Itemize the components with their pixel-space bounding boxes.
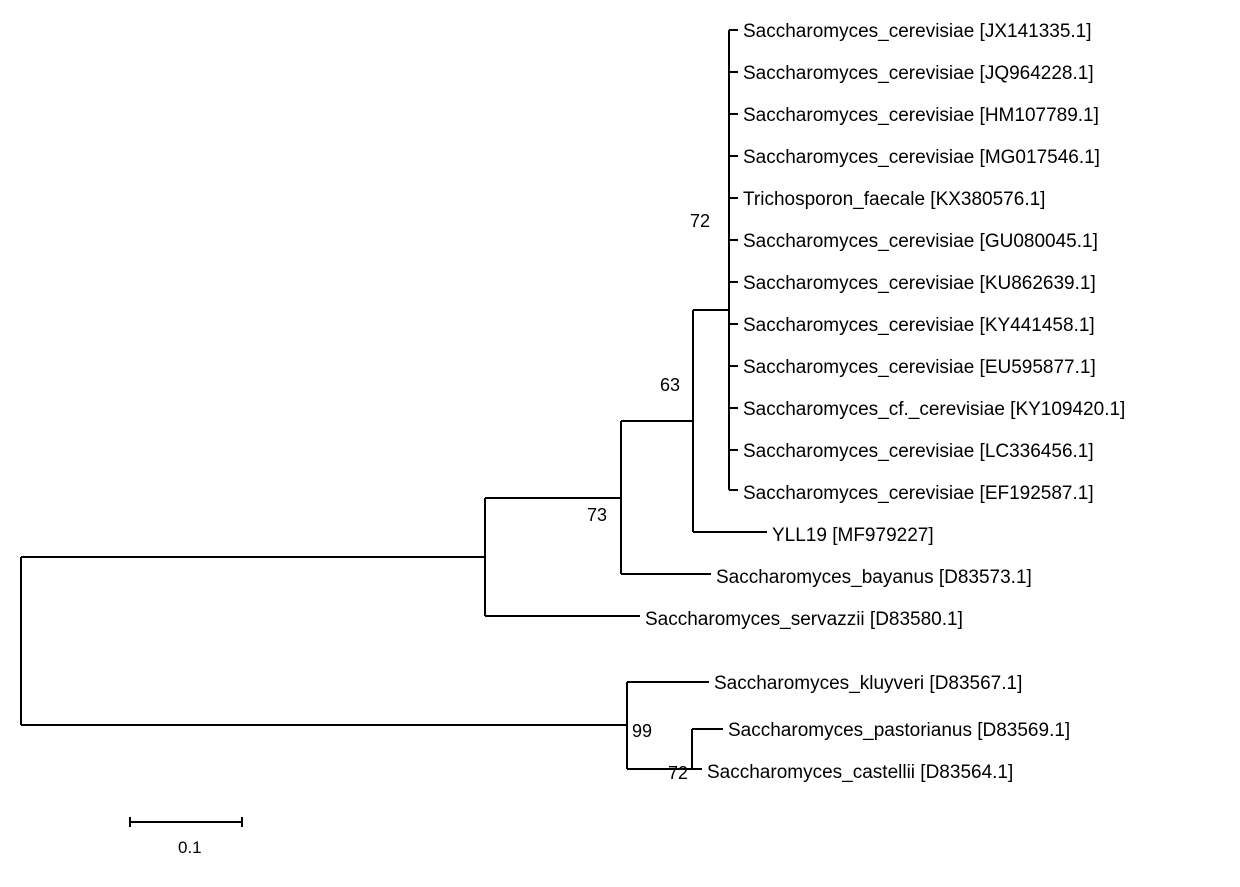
taxon-label: Saccharomyces_cerevisiae [KU862639.1] (743, 273, 1096, 295)
taxon-label: Saccharomyces_cerevisiae [JX141335.1] (743, 21, 1092, 43)
taxon-label: YLL19 [MF979227] (772, 525, 934, 547)
phylogenetic-tree: Saccharomyces_cerevisiae [JX141335.1] Sac… (0, 0, 1240, 887)
taxon-label: Saccharomyces_cf._cerevisiae [KY109420.1… (743, 399, 1125, 421)
taxon-label: Saccharomyces_cerevisiae [EF192587.1] (743, 483, 1094, 505)
taxon-label: Saccharomyces_pastorianus [D83569.1] (728, 720, 1070, 742)
bootstrap-value: 72 (690, 211, 710, 232)
taxon-label: Saccharomyces_cerevisiae [JQ964228.1] (743, 63, 1094, 85)
taxon-label: Saccharomyces_cerevisiae [HM107789.1] (743, 105, 1099, 127)
taxon-label: Saccharomyces_cerevisiae [KY441458.1] (743, 315, 1095, 337)
bootstrap-value: 99 (632, 721, 652, 742)
taxon-label: Trichosporon_faecale [KX380576.1] (743, 189, 1045, 211)
scale-bar-label: 0.1 (178, 838, 202, 858)
taxon-label: Saccharomyces_cerevisiae [MG017546.1] (743, 147, 1100, 169)
bootstrap-value: 73 (587, 505, 607, 526)
taxon-label: Saccharomyces_cerevisiae [EU595877.1] (743, 357, 1096, 379)
taxon-label: Saccharomyces_castellii [D83564.1] (707, 762, 1013, 784)
bootstrap-value: 72 (668, 763, 688, 784)
taxon-label: Saccharomyces_servazzii [D83580.1] (645, 609, 963, 631)
taxon-label: Saccharomyces_cerevisiae [GU080045.1] (743, 231, 1098, 253)
taxon-label: Saccharomyces_bayanus [D83573.1] (716, 567, 1032, 589)
taxon-label: Saccharomyces_kluyveri [D83567.1] (714, 673, 1022, 695)
taxon-label: Saccharomyces_cerevisiae [LC336456.1] (743, 441, 1094, 463)
bootstrap-value: 63 (660, 375, 680, 396)
